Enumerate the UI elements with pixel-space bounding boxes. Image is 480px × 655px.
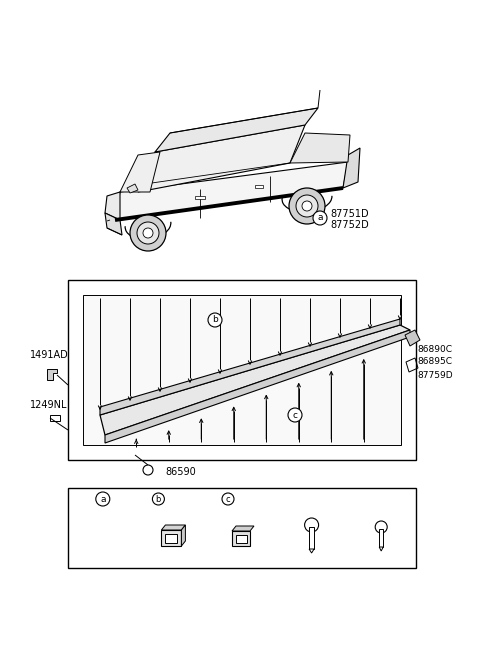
Circle shape <box>289 188 325 224</box>
Circle shape <box>302 201 312 211</box>
Bar <box>309 527 314 549</box>
Circle shape <box>313 211 327 225</box>
Circle shape <box>375 521 387 533</box>
Bar <box>68 488 416 568</box>
Polygon shape <box>379 547 383 551</box>
Text: 1491AD: 1491AD <box>30 350 69 360</box>
Bar <box>379 529 383 547</box>
Text: 1249LJ: 1249LJ <box>366 495 396 504</box>
Circle shape <box>208 313 222 327</box>
Polygon shape <box>100 325 410 435</box>
Bar <box>68 280 416 460</box>
Text: 84116: 84116 <box>88 523 117 531</box>
Polygon shape <box>161 525 185 530</box>
Circle shape <box>296 195 318 217</box>
Bar <box>166 534 178 543</box>
Text: 87751D: 87751D <box>330 209 369 219</box>
Text: 84126R: 84126R <box>85 533 120 542</box>
Text: 87756J: 87756J <box>237 495 268 504</box>
Bar <box>195 196 205 199</box>
Polygon shape <box>405 330 420 346</box>
Polygon shape <box>47 369 57 380</box>
Text: 86590: 86590 <box>165 467 196 477</box>
Bar <box>161 530 181 546</box>
Polygon shape <box>232 526 254 531</box>
Polygon shape <box>105 192 120 220</box>
Polygon shape <box>105 213 122 235</box>
Circle shape <box>130 215 166 251</box>
Circle shape <box>96 492 110 506</box>
Text: 1249NL: 1249NL <box>30 400 68 410</box>
Polygon shape <box>155 108 318 152</box>
Circle shape <box>152 493 164 505</box>
Polygon shape <box>343 148 360 188</box>
Circle shape <box>288 408 302 422</box>
Circle shape <box>305 518 319 532</box>
Text: c: c <box>226 495 230 504</box>
Text: 87752D: 87752D <box>330 220 369 230</box>
Polygon shape <box>115 162 348 220</box>
Text: a: a <box>317 214 323 223</box>
Bar <box>255 185 263 187</box>
Polygon shape <box>83 295 401 445</box>
Polygon shape <box>138 125 305 192</box>
Polygon shape <box>309 549 314 553</box>
Text: 86895C: 86895C <box>417 358 452 367</box>
Polygon shape <box>127 184 138 193</box>
Text: 87765A: 87765A <box>168 495 202 504</box>
Text: c: c <box>292 411 298 419</box>
Circle shape <box>222 493 234 505</box>
Text: 12431: 12431 <box>297 495 326 504</box>
Polygon shape <box>100 319 400 415</box>
Text: 86890C: 86890C <box>417 345 452 354</box>
Text: a: a <box>100 495 106 504</box>
Text: b: b <box>212 316 218 324</box>
Polygon shape <box>181 525 185 546</box>
Polygon shape <box>290 133 350 163</box>
Polygon shape <box>120 152 160 192</box>
Circle shape <box>137 222 159 244</box>
Bar <box>232 531 250 546</box>
Text: b: b <box>156 495 161 504</box>
Bar <box>236 535 247 543</box>
Circle shape <box>143 228 153 238</box>
Polygon shape <box>105 330 410 443</box>
Text: 87759D: 87759D <box>417 371 453 379</box>
